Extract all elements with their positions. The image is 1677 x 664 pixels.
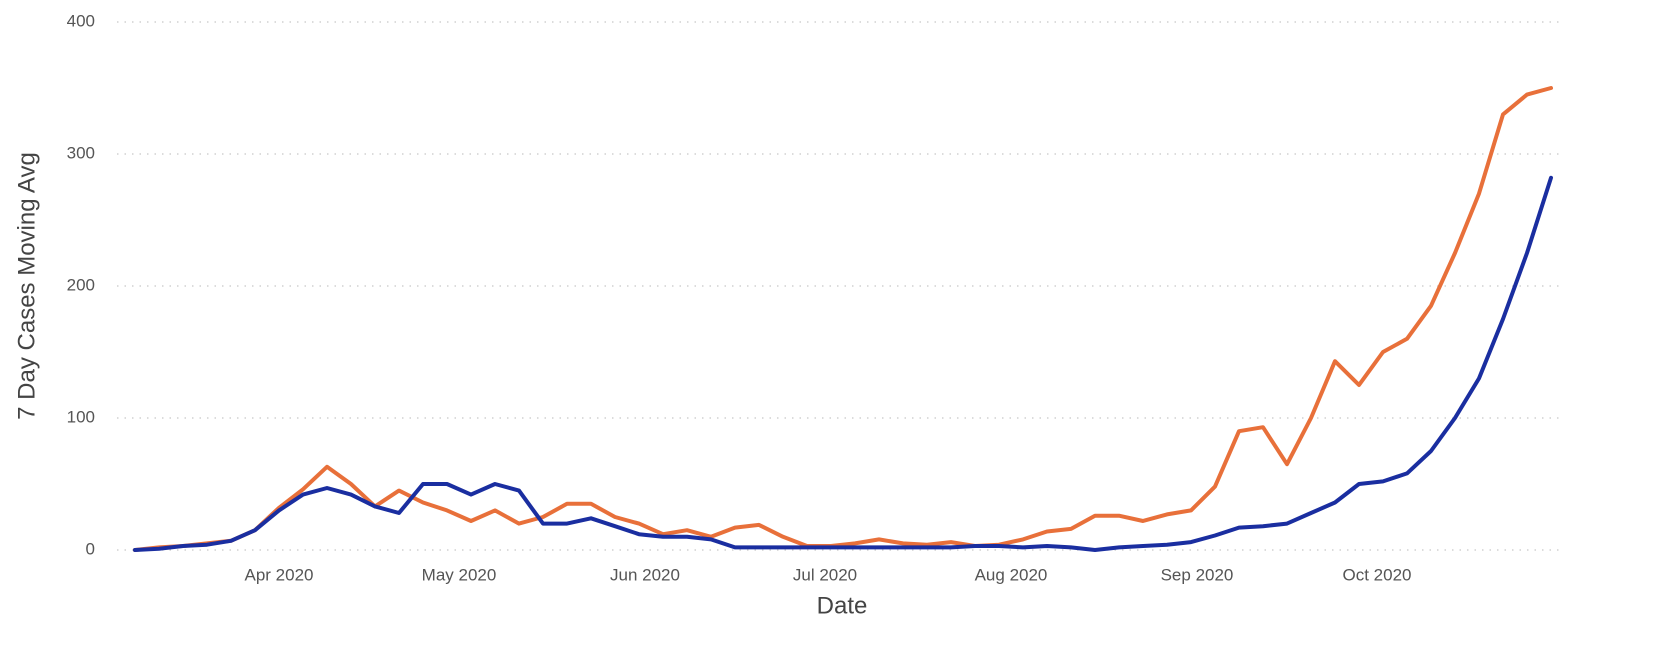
x-tick-label: Apr 2020 [245, 565, 314, 584]
x-tick-label: Jul 2020 [793, 565, 857, 584]
y-tick-label: 100 [67, 407, 95, 426]
x-tick-label: Aug 2020 [975, 565, 1048, 584]
y-tick-label: 200 [67, 275, 95, 294]
x-tick-label: Sep 2020 [1161, 565, 1234, 584]
y-tick-label: 0 [86, 539, 95, 558]
y-axis-title: 7 Day Cases Moving Avg [13, 152, 40, 420]
x-axis-title: Date [817, 592, 868, 619]
y-tick-label: 400 [67, 11, 95, 30]
series-line [133, 175, 1553, 552]
series-line [133, 86, 1553, 552]
x-tick-label: Jun 2020 [610, 565, 680, 584]
x-tick-label: May 2020 [422, 565, 497, 584]
y-tick-label: 300 [67, 143, 95, 162]
x-tick-label: Oct 2020 [1343, 565, 1412, 584]
